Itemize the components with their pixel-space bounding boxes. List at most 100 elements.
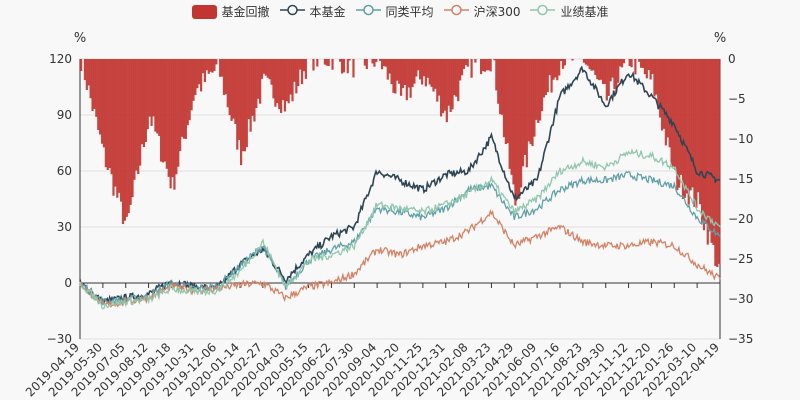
drawdown-bar — [171, 59, 174, 178]
drawdown-bar — [342, 59, 346, 73]
drawdown-bar — [508, 59, 511, 169]
y-right-tick-5: −25 — [728, 252, 753, 266]
drawdown-bar — [628, 59, 631, 67]
drawdown-bar — [232, 59, 235, 119]
drawdown-bar — [106, 59, 109, 171]
drawdown-bar — [716, 59, 719, 268]
drawdown-bar — [470, 59, 473, 78]
drawdown-bar — [190, 59, 193, 111]
drawdown-bar — [544, 59, 547, 95]
drawdown-bar — [415, 59, 418, 77]
drawdown-bar — [600, 59, 603, 80]
drawdown-bar — [188, 59, 191, 121]
drawdown-bar — [121, 59, 125, 225]
drawdown-bar — [643, 59, 647, 75]
y-right-tick-1: −5 — [728, 92, 746, 106]
legend-label-1: 本基金 — [309, 5, 346, 19]
drawdown-bar — [506, 59, 509, 144]
drawdown-bar — [413, 59, 416, 84]
drawdown-bar — [459, 59, 462, 81]
drawdown-bar — [706, 59, 709, 245]
drawdown-bar — [531, 59, 534, 147]
drawdown-bar — [102, 59, 106, 148]
drawdown-bar — [205, 59, 208, 71]
drawdown-bar — [523, 59, 527, 155]
drawdown-bar — [611, 59, 614, 78]
drawdown-bar — [327, 59, 330, 66]
drawdown-bar — [493, 59, 496, 61]
drawdown-bar — [386, 59, 389, 80]
drawdown-bar — [312, 59, 315, 71]
drawdown-bar — [97, 59, 100, 130]
drawdown-bar — [285, 59, 288, 102]
drawdown-bar — [228, 59, 231, 116]
drawdown-bar — [681, 59, 685, 199]
drawdown-bar — [222, 59, 226, 95]
y-right-tick-0: 0 — [728, 52, 736, 66]
drawdown-bar — [257, 59, 260, 99]
drawdown-bar — [169, 59, 172, 189]
legend-item-4[interactable]: 业绩基准 — [530, 3, 608, 20]
drawdown-bar — [249, 59, 252, 132]
drawdown-bar — [144, 59, 147, 143]
drawdown-bar — [331, 59, 334, 70]
drawdown-bar — [521, 59, 525, 167]
drawdown-bar — [167, 59, 170, 177]
legend-item-3[interactable]: 沪深300 — [443, 3, 520, 20]
legend-label-2: 同类平均 — [385, 5, 434, 19]
drawdown-bar — [704, 59, 707, 224]
drawdown-bar — [550, 59, 553, 93]
drawdown-bar — [712, 59, 715, 245]
drawdown-bar — [451, 59, 454, 110]
drawdown-bar — [182, 59, 186, 139]
drawdown-bar — [598, 59, 601, 81]
drawdown-bar — [645, 59, 648, 79]
drawdown-bar — [83, 59, 87, 81]
legend-swatch-4 — [530, 3, 556, 20]
drawdown-bar — [529, 59, 532, 145]
drawdown-bar — [215, 59, 218, 65]
drawdown-bar — [558, 59, 561, 76]
drawdown-bar — [504, 59, 507, 145]
drawdown-bar — [120, 59, 123, 202]
drawdown-bar — [520, 59, 523, 188]
drawdown-bar — [548, 59, 551, 76]
legend-item-2[interactable]: 同类平均 — [355, 3, 434, 20]
drawdown-bar — [194, 59, 197, 96]
drawdown-bar — [466, 59, 469, 67]
y-right-tick-7: −35 — [728, 332, 753, 346]
legend-item-0[interactable]: 基金回撤 — [191, 3, 270, 20]
drawdown-bar — [268, 59, 271, 80]
drawdown-bar — [179, 59, 182, 152]
drawdown-bar — [394, 59, 397, 94]
legend-item-1[interactable]: 本基金 — [279, 3, 346, 20]
drawdown-bar — [163, 59, 167, 162]
legend[interactable]: 基金回撤 本基金 同类平均 沪深300 业绩基准 — [0, 3, 800, 20]
drawdown-bar — [198, 59, 201, 85]
drawdown-bar — [603, 59, 607, 84]
drawdown-bar — [436, 59, 439, 102]
drawdown-bar — [634, 59, 637, 75]
drawdown-bar — [653, 59, 656, 97]
drawdown-bar — [462, 59, 466, 70]
drawdown-bar — [481, 59, 485, 72]
drawdown-bar — [622, 59, 626, 64]
drawdown-bar — [392, 59, 395, 93]
drawdown-bar — [561, 59, 565, 69]
drawdown-bar — [365, 59, 368, 70]
drawdown-bar — [240, 59, 243, 166]
drawdown-bar — [91, 59, 94, 112]
drawdown-bar — [87, 59, 90, 86]
drawdown-bar — [276, 59, 279, 104]
drawdown-bar — [152, 59, 155, 117]
drawdown-bar — [211, 59, 214, 73]
y-left-tick-0: −30 — [47, 332, 72, 346]
drawdown-bar — [664, 59, 667, 146]
drawdown-bar — [295, 59, 298, 94]
drawdown-bar — [480, 59, 483, 75]
drawdown-bar — [485, 59, 488, 71]
drawdown-bar — [638, 59, 641, 62]
drawdown-bar — [325, 59, 328, 66]
drawdown-bar — [184, 59, 187, 140]
